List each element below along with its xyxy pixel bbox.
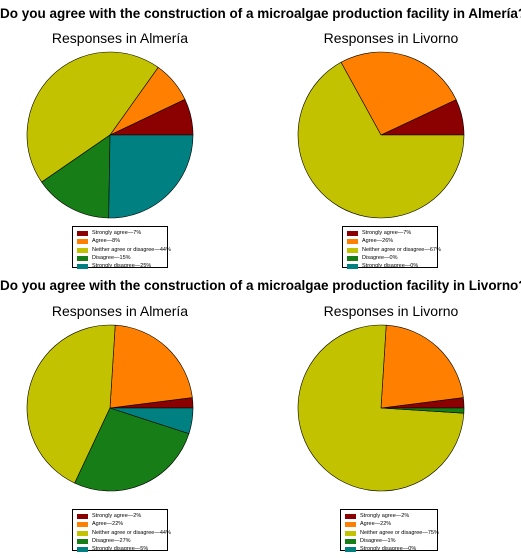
legend-item-strongly-agree: Strongly agree—2% <box>77 513 163 521</box>
pie-slice-neither <box>297 324 465 492</box>
legend-label: Strongly disagree—0% <box>360 546 417 553</box>
legend-swatch <box>77 530 88 536</box>
section-title-almeria: Do you agree with the construction of a … <box>0 6 521 21</box>
legend-item-disagree: Disagree—27% <box>77 538 163 546</box>
legend-item-disagree: Disagree—15% <box>77 255 163 263</box>
legend-item-strongly-disagree: Strongly disagree—0% <box>347 263 433 271</box>
legend-item-strongly-agree: Strongly agree—2% <box>345 513 433 521</box>
legend: Strongly agree—7% Agree—8% Neither agree… <box>72 226 171 271</box>
legend-label: Neither agree or disagree—44% <box>92 529 171 536</box>
legend-item-agree: Agree—22% <box>345 521 433 529</box>
legend-label: Strongly disagree—25% <box>92 263 152 270</box>
legend-swatch <box>77 264 88 270</box>
pie-slice-disagree <box>380 407 465 414</box>
legend-swatch <box>347 231 358 237</box>
legend-swatch <box>347 247 358 253</box>
legend-swatch <box>77 522 88 528</box>
legend-swatch <box>77 538 88 544</box>
pie-chart-livorno-responses-livorno: Responses in Livorno Strongly agree—2% A… <box>271 303 511 558</box>
legend-item-strongly-disagree: Strongly disagree—25% <box>77 263 163 271</box>
legend-label: Agree—8% <box>92 238 121 245</box>
legend-swatch <box>347 239 358 245</box>
legend-label: Agree—26% <box>362 238 394 245</box>
section-title-livorno: Do you agree with the construction of a … <box>0 278 521 293</box>
legend-label: Disagree—1% <box>360 537 396 544</box>
legend-swatch <box>345 522 356 528</box>
pie-svg <box>26 51 194 219</box>
pie-slice-agree <box>380 324 464 409</box>
legend: Strongly agree—2% Agree—22% Neither agre… <box>72 509 171 553</box>
pie-chart-livorno-responses-almeria: Responses in Almería Strongly agree—2% A… <box>0 303 240 558</box>
legend-label: Disagree—0% <box>362 254 398 261</box>
chart-title: Responses in Livorno <box>323 30 459 46</box>
legend-label: Disagree—15% <box>92 254 131 261</box>
legend-item-disagree: Disagree—0% <box>347 255 433 263</box>
pie-slice-neither <box>297 61 465 219</box>
legend-label: Strongly agree—7% <box>362 230 412 237</box>
legend-item-strongly-agree: Strongly agree—7% <box>347 230 433 238</box>
legend-label: Strongly agree—2% <box>360 513 410 520</box>
legend-item-neither: Neither agree or disagree—75% <box>345 529 439 537</box>
chart-title: Responses in Almería <box>51 303 189 319</box>
chart-title: Responses in Almería <box>51 30 189 46</box>
legend-label: Neither agree or disagree—75% <box>360 529 439 536</box>
legend-swatch <box>77 514 88 520</box>
legend-label: Strongly agree—2% <box>92 513 142 520</box>
pie-svg <box>26 324 194 492</box>
legend-label: Neither agree or disagree—67% <box>362 246 441 253</box>
legend-item-agree: Agree—26% <box>347 238 433 246</box>
chart-title: Responses in Livorno <box>323 303 459 319</box>
legend-label: Strongly disagree—5% <box>92 546 149 553</box>
legend-swatch <box>347 264 358 270</box>
pie-chart-almeria-responses-almeria: Responses in Almería Strongly agree—7% A… <box>0 30 240 285</box>
pie-slice-disagree <box>74 407 190 492</box>
legend-item-agree: Agree—22% <box>77 521 163 529</box>
legend: Strongly agree—7% Agree—26% Neither agre… <box>342 226 441 271</box>
legend: Strongly agree—2% Agree—22% Neither agre… <box>340 509 439 553</box>
legend-swatch <box>345 514 356 520</box>
legend-swatch <box>77 239 88 245</box>
legend-swatch <box>345 538 356 544</box>
legend-swatch <box>77 247 88 253</box>
legend-label: Neither agree or disagree—44% <box>92 246 171 253</box>
legend-item-agree: Agree—8% <box>77 238 163 246</box>
legend-swatch <box>347 255 358 261</box>
legend-label: Strongly disagree—0% <box>362 263 419 270</box>
pie-slice-neither <box>26 51 159 183</box>
legend-item-neither: Neither agree or disagree—44% <box>77 246 171 254</box>
legend-label: Agree—22% <box>360 521 392 528</box>
legend-label: Strongly agree—7% <box>92 230 142 237</box>
pie-slice-agree <box>109 324 193 409</box>
legend-item-strongly-agree: Strongly agree—7% <box>77 230 163 238</box>
legend-label: Disagree—27% <box>92 537 131 544</box>
pie-svg <box>297 51 465 219</box>
pie-slice-disagree <box>41 134 111 219</box>
legend-item-disagree: Disagree—1% <box>345 538 433 546</box>
legend-swatch <box>77 231 88 237</box>
legend-swatch <box>77 255 88 261</box>
legend-item-neither: Neither agree or disagree—67% <box>347 246 441 254</box>
pie-slice-strongly-disagree <box>108 134 194 219</box>
legend-swatch <box>345 530 356 536</box>
pie-chart-almeria-responses-livorno: Responses in Livorno Strongly agree—7% A… <box>271 30 511 285</box>
legend-label: Agree—22% <box>92 521 124 528</box>
pie-slice-strongly-disagree <box>109 407 194 435</box>
legend-item-neither: Neither agree or disagree—44% <box>77 529 171 537</box>
pie-svg <box>297 324 465 492</box>
